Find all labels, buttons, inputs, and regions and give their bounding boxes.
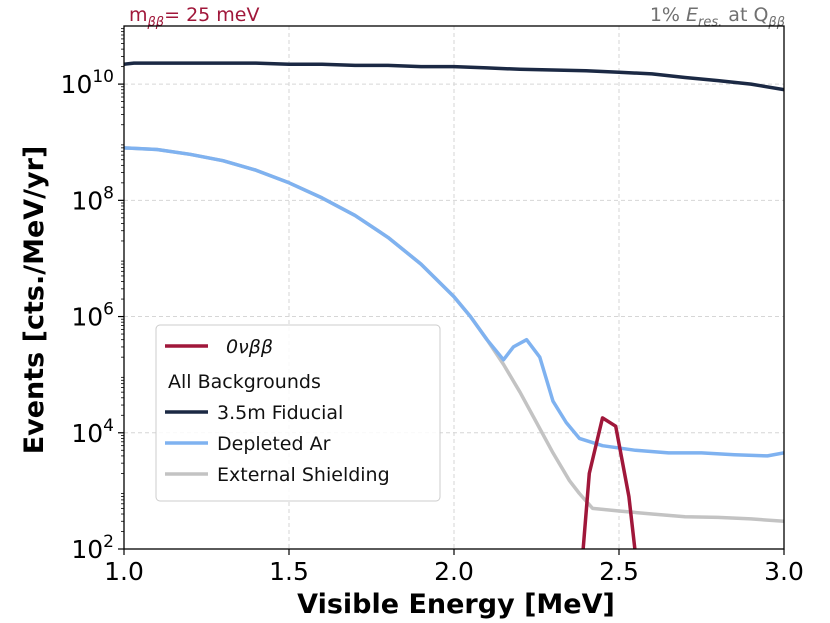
resolution-e: E [686,4,698,26]
resolution-percent: 1% [650,4,686,26]
y-tick-label: 108 [71,183,114,215]
resolution-q-subscript: ββ [767,15,785,30]
y-tick-label: 1010 [61,67,114,99]
legend: 0νββ All Backgrounds 3.5m Fiducial Deple… [155,324,441,502]
mbb-annotation-subscript: ββ [147,15,165,30]
axis-ticks: 1.0 1.5 2.0 2.5 3.0 102 104 106 108 1010 [61,28,804,586]
series-line-signal [581,416,637,549]
x-tick-label: 3.0 [764,557,804,586]
series-layer [124,61,784,549]
legend-label-signal: 0νββ [226,336,273,358]
resolution-at-q: at Q [722,4,768,26]
x-axis-title: Visible Energy [MeV] [297,589,615,620]
y-axis-title: Events [cts./MeV/yr] [19,146,50,455]
x-tick-label: 2.5 [599,557,639,586]
series-line-depleted-ar [124,146,784,458]
legend-label-depleted-ar: Depleted Ar [217,433,331,455]
x-tick-label: 2.0 [434,557,474,586]
y-tick-label: 104 [71,416,114,448]
y-tick-label: 102 [71,532,114,564]
resolution-e-subscript: res. [698,15,722,30]
x-tick-label: 1.0 [104,557,144,586]
x-tick-label: 1.5 [269,557,309,586]
legend-box [155,324,441,502]
legend-label-fiducial: 3.5m Fiducial [217,402,343,424]
legend-label-external-shielding: External Shielding [217,464,390,486]
legend-header: All Backgrounds [168,371,321,393]
mbb-annotation-m: m [129,4,148,26]
y-tick-label: 106 [71,300,114,332]
series-line-3-5m-fiducial [124,61,784,92]
mbb-annotation-value: = 25 meV [164,4,259,26]
